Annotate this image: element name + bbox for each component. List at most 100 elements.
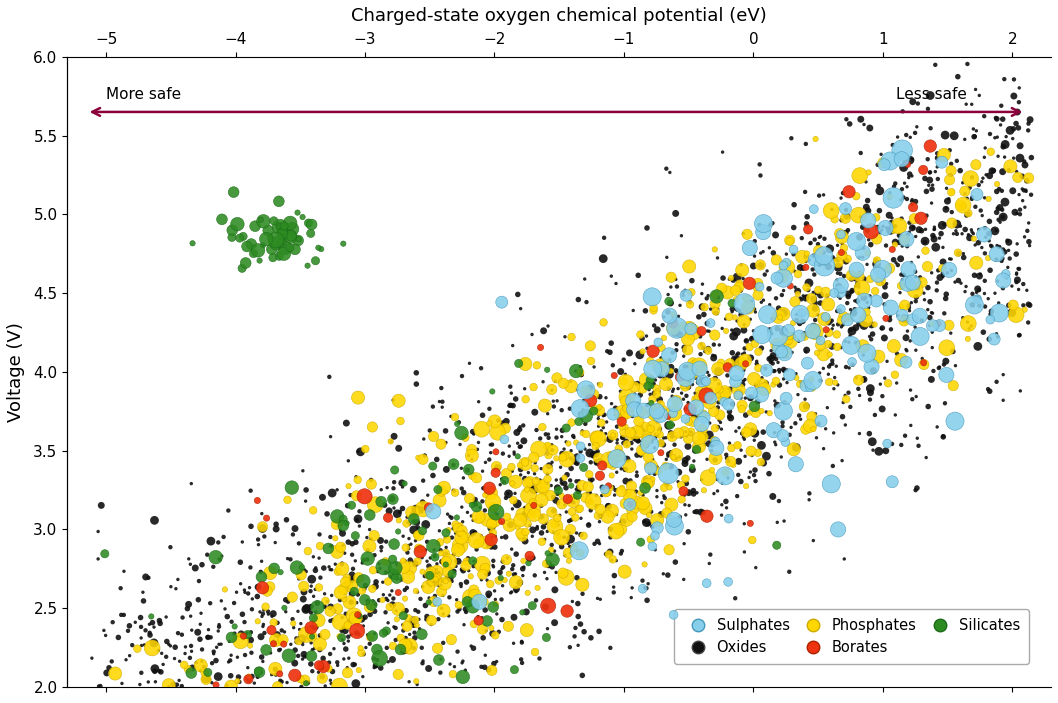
Point [700, 430, 717, 441]
Point [459, 465, 476, 476]
Point [423, 615, 440, 626]
Point [231, 676, 248, 688]
Point [764, 313, 781, 324]
Point [514, 607, 531, 618]
Point [310, 659, 327, 671]
Point [802, 382, 819, 393]
Point [894, 240, 911, 252]
Point [656, 373, 673, 385]
Point [664, 323, 681, 334]
Point [679, 441, 696, 452]
Point [332, 519, 349, 530]
Point [198, 673, 215, 685]
Point [659, 411, 676, 423]
Point [607, 555, 624, 566]
Point [568, 437, 585, 449]
Point [336, 588, 353, 599]
Point [440, 556, 457, 567]
Point [493, 516, 510, 527]
Point [513, 636, 530, 647]
Point [980, 193, 997, 205]
Point [925, 231, 942, 243]
Point [931, 272, 948, 283]
Point [663, 431, 680, 442]
Point [735, 325, 752, 336]
Point [858, 347, 875, 359]
Point [823, 341, 840, 352]
Point [549, 482, 566, 494]
Point [509, 522, 526, 533]
Point [761, 324, 778, 335]
Point [322, 648, 339, 659]
Point [121, 620, 138, 631]
Point [235, 231, 252, 242]
Point [820, 316, 837, 328]
Point [539, 364, 555, 375]
Point [553, 431, 570, 442]
Point [941, 264, 957, 276]
Point [358, 642, 375, 653]
Point [240, 673, 257, 685]
Point [834, 411, 851, 423]
Point [583, 476, 600, 487]
Point [807, 134, 824, 145]
Point [548, 453, 565, 464]
Point [293, 681, 310, 692]
Point [947, 276, 964, 288]
Point [572, 529, 589, 541]
Point [731, 278, 748, 290]
Point [585, 406, 602, 417]
Point [562, 534, 579, 545]
Point [215, 531, 232, 543]
Point [393, 415, 409, 427]
Point [639, 399, 656, 411]
Point [652, 399, 669, 410]
Point [901, 155, 918, 166]
Point [182, 610, 199, 621]
Point [886, 254, 902, 265]
Point [90, 526, 107, 537]
Point [683, 275, 700, 286]
Point [700, 370, 717, 381]
Point [570, 475, 587, 486]
Point [497, 531, 514, 543]
Point [453, 532, 470, 543]
Point [789, 269, 806, 280]
Point [732, 309, 749, 321]
Point [324, 614, 341, 625]
Point [1019, 285, 1036, 296]
Point [322, 531, 339, 543]
Point [851, 375, 868, 386]
Point [616, 402, 633, 413]
Point [673, 479, 690, 491]
Point [956, 134, 973, 145]
Point [952, 278, 969, 289]
Point [645, 423, 662, 434]
Point [389, 603, 406, 614]
Point [679, 383, 696, 394]
Point [798, 376, 815, 387]
Point [414, 496, 431, 508]
Point [383, 585, 400, 596]
Point [503, 387, 519, 399]
Point [806, 234, 823, 245]
Point [747, 307, 764, 318]
Point [243, 604, 260, 615]
Point [799, 358, 816, 369]
Point [1008, 248, 1025, 259]
Point [693, 389, 710, 401]
Point [162, 640, 179, 652]
Point [700, 396, 717, 408]
Point [161, 680, 178, 691]
Point [617, 498, 634, 509]
Point [804, 264, 821, 275]
Point [668, 339, 685, 350]
Point [1020, 124, 1037, 136]
Point [936, 398, 953, 409]
Point [688, 444, 705, 455]
Point [446, 487, 463, 498]
Point [899, 239, 916, 250]
Point [942, 145, 959, 156]
Point [826, 214, 843, 225]
Point [505, 495, 522, 506]
